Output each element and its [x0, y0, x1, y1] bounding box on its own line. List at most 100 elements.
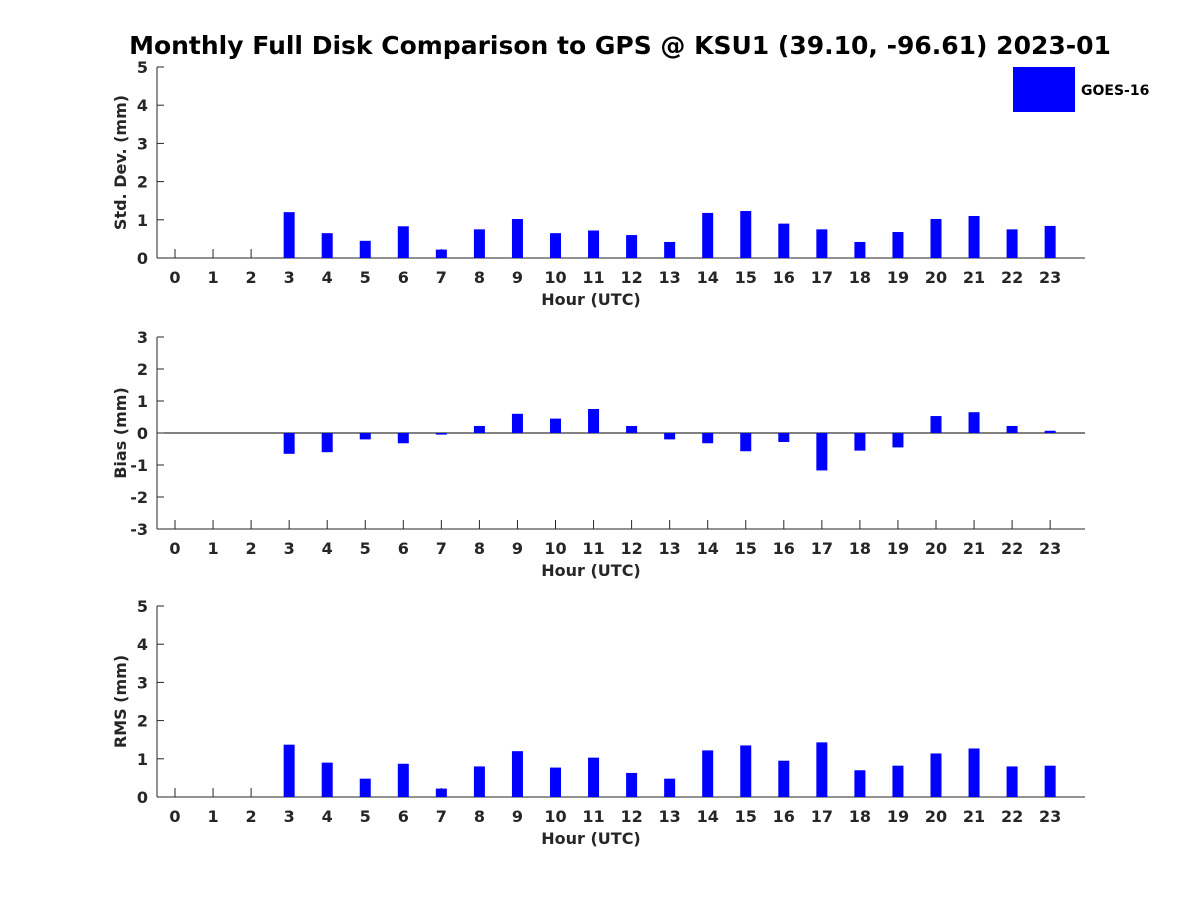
y-tick-label: 0 — [137, 424, 148, 443]
bar — [626, 235, 638, 258]
bar — [702, 750, 714, 797]
x-tick-label: 9 — [512, 807, 523, 826]
x-tick-label: 18 — [849, 268, 871, 287]
y-tick-label: -3 — [130, 520, 148, 539]
bar — [321, 433, 333, 453]
x-tick-label: 11 — [582, 268, 604, 287]
bar — [550, 233, 561, 258]
legend-swatch — [1013, 67, 1075, 112]
bar — [816, 229, 828, 258]
x-tick-label: 1 — [207, 807, 218, 826]
bar — [550, 767, 561, 797]
x-tick-label: 3 — [284, 807, 295, 826]
y-tick-label: -1 — [130, 456, 148, 475]
x-tick-label: 14 — [697, 268, 719, 287]
y-tick-label: 3 — [137, 673, 148, 692]
x-tick-label: 18 — [849, 539, 871, 558]
bar — [968, 748, 980, 797]
x-tick-label: 6 — [398, 268, 409, 287]
x-tick-label: 10 — [544, 539, 566, 558]
bar — [740, 745, 752, 797]
legend: GOES-16 — [1013, 67, 1149, 112]
bar — [473, 766, 485, 797]
bar — [778, 433, 790, 442]
x-tick-label: 21 — [963, 539, 985, 558]
bar — [892, 765, 904, 797]
x-tick-label: 15 — [735, 268, 757, 287]
y-tick-label: 5 — [137, 597, 148, 616]
bar — [778, 223, 790, 258]
bar — [283, 433, 295, 454]
bar — [854, 770, 866, 797]
y-tick-label: 4 — [137, 96, 148, 115]
y-tick-label: 1 — [137, 392, 148, 411]
bar — [511, 751, 523, 797]
x-tick-label: 8 — [474, 807, 485, 826]
bar — [892, 433, 904, 448]
bar — [626, 772, 638, 797]
x-tick-label: 12 — [620, 807, 642, 826]
bar — [664, 241, 676, 258]
x-tick-label: 19 — [887, 539, 909, 558]
bar — [321, 233, 333, 258]
x-tick-label: 7 — [436, 807, 447, 826]
x-tick-label: 2 — [246, 268, 257, 287]
bar — [816, 433, 828, 471]
bar — [473, 425, 485, 433]
bar — [1006, 425, 1018, 433]
x-tick-label: 16 — [773, 807, 795, 826]
x-tick-label: 23 — [1039, 539, 1061, 558]
y-axis-label: Bias (mm) — [111, 387, 130, 479]
bar — [1044, 765, 1056, 797]
bar — [397, 433, 409, 444]
bar — [816, 742, 828, 797]
bar — [359, 433, 371, 440]
bar — [854, 241, 866, 258]
bar — [435, 788, 447, 797]
x-tick-label: 7 — [436, 268, 447, 287]
y-tick-label: 3 — [137, 328, 148, 347]
x-tick-label: 9 — [512, 268, 523, 287]
bar — [1006, 229, 1018, 258]
x-tick-label: 19 — [887, 807, 909, 826]
x-tick-label: 3 — [284, 539, 295, 558]
x-tick-label: 13 — [659, 539, 681, 558]
bar — [930, 416, 942, 433]
bar — [435, 433, 447, 435]
bar — [473, 229, 485, 258]
bar — [588, 409, 600, 433]
x-tick-label: 2 — [246, 807, 257, 826]
x-tick-label: 9 — [512, 539, 523, 558]
chart-title: Monthly Full Disk Comparison to GPS @ KS… — [129, 31, 1111, 60]
x-tick-label: 11 — [582, 539, 604, 558]
bar — [550, 418, 561, 433]
x-tick-label: 17 — [811, 268, 833, 287]
x-tick-label: 6 — [398, 807, 409, 826]
y-tick-label: 0 — [137, 249, 148, 268]
bar — [511, 413, 523, 433]
x-axis-label: Hour (UTC) — [541, 290, 641, 309]
bar — [664, 778, 676, 797]
y-tick-label: 2 — [137, 173, 148, 192]
x-tick-label: 20 — [925, 539, 947, 558]
bar — [968, 412, 980, 433]
y-tick-label: 1 — [137, 750, 148, 769]
bar — [1006, 766, 1018, 797]
x-tick-label: 17 — [811, 539, 833, 558]
y-axis-label: Std. Dev. (mm) — [111, 95, 130, 230]
legend-label: GOES-16 — [1081, 83, 1149, 99]
x-tick-label: 14 — [697, 539, 719, 558]
bar — [778, 760, 790, 797]
bar — [1044, 430, 1056, 433]
y-tick-label: 3 — [137, 134, 148, 153]
bar — [854, 433, 866, 451]
x-tick-label: 13 — [659, 268, 681, 287]
bar — [511, 219, 523, 258]
x-tick-label: 8 — [474, 539, 485, 558]
x-tick-label: 16 — [773, 268, 795, 287]
x-tick-label: 1 — [207, 268, 218, 287]
x-tick-label: 4 — [322, 807, 333, 826]
x-tick-label: 16 — [773, 539, 795, 558]
x-tick-label: 1 — [207, 539, 218, 558]
